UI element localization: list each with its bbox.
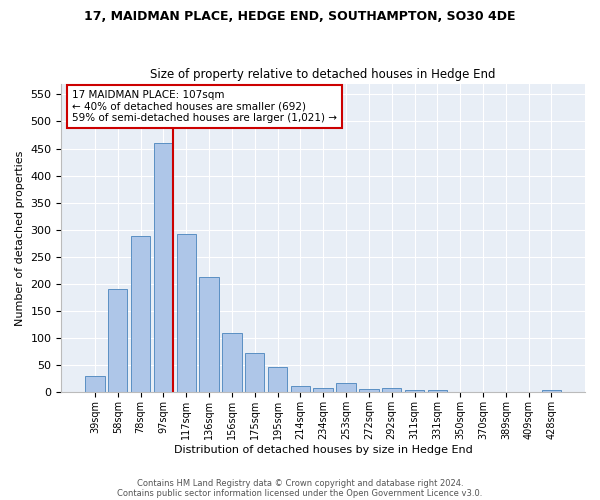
Bar <box>222 332 242 392</box>
Bar <box>337 382 356 392</box>
Text: 17, MAIDMAN PLACE, HEDGE END, SOUTHAMPTON, SO30 4DE: 17, MAIDMAN PLACE, HEDGE END, SOUTHAMPTO… <box>84 10 516 23</box>
Text: Contains HM Land Registry data © Crown copyright and database right 2024.: Contains HM Land Registry data © Crown c… <box>137 478 463 488</box>
Text: Contains public sector information licensed under the Open Government Licence v3: Contains public sector information licen… <box>118 488 482 498</box>
Bar <box>382 388 401 392</box>
Bar <box>313 388 333 392</box>
Bar <box>108 290 127 393</box>
Bar <box>359 388 379 392</box>
Bar <box>176 234 196 392</box>
Y-axis label: Number of detached properties: Number of detached properties <box>15 150 25 326</box>
Bar <box>405 390 424 392</box>
Title: Size of property relative to detached houses in Hedge End: Size of property relative to detached ho… <box>151 68 496 81</box>
Bar <box>85 376 104 392</box>
Text: 17 MAIDMAN PLACE: 107sqm
← 40% of detached houses are smaller (692)
59% of semi-: 17 MAIDMAN PLACE: 107sqm ← 40% of detach… <box>72 90 337 123</box>
Bar <box>245 353 265 393</box>
X-axis label: Distribution of detached houses by size in Hedge End: Distribution of detached houses by size … <box>174 445 473 455</box>
Bar <box>199 278 219 392</box>
Bar <box>131 236 150 392</box>
Bar <box>268 367 287 392</box>
Bar <box>428 390 447 392</box>
Bar <box>542 390 561 392</box>
Bar <box>154 143 173 392</box>
Bar <box>290 386 310 392</box>
